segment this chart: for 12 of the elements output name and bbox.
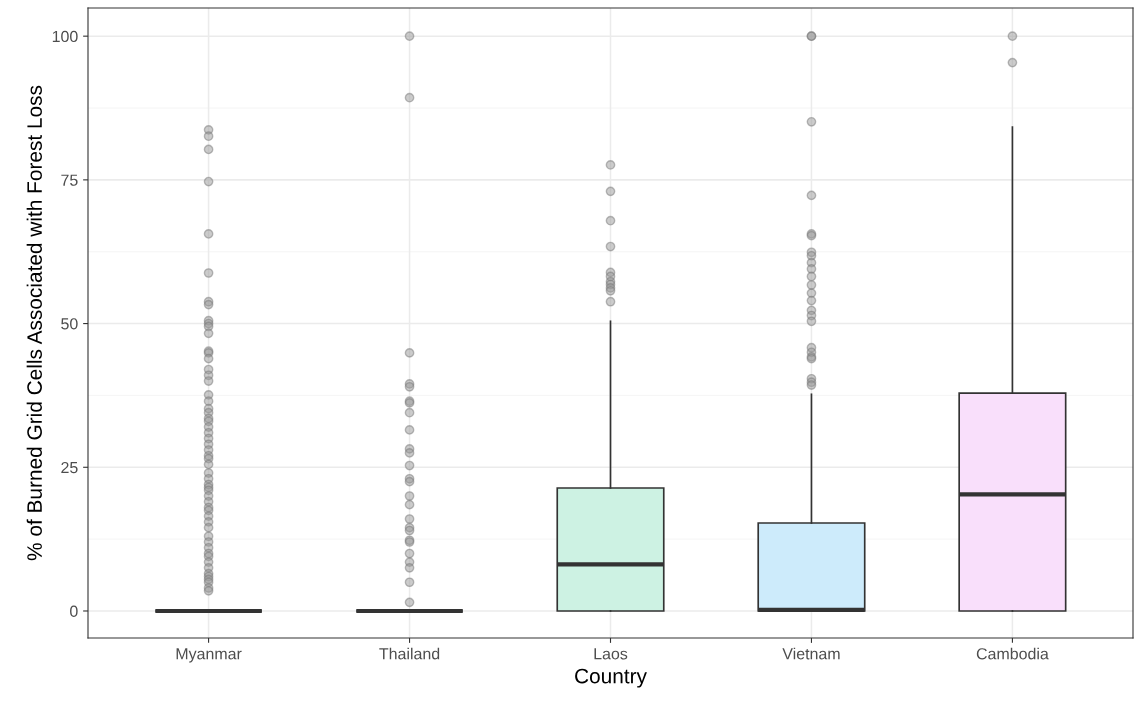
y-tick-label: 50 — [61, 318, 78, 330]
x-tick-label: Myanmar — [176, 648, 242, 663]
y-tick-label: 100 — [52, 30, 78, 43]
y-tick-label: 25 — [61, 461, 78, 474]
x-tick-label: Thailand — [379, 647, 440, 660]
y-tick-label: 75 — [61, 174, 78, 186]
y-axis-title: % of Burned Grid Cells Associated with Forest Loss — [26, 85, 42, 561]
x-tick-label: Cambodia — [976, 647, 1049, 660]
y-tick-label: 0 — [70, 605, 78, 617]
x-tick-label: Vietnam — [782, 647, 840, 660]
x-axis-title: Country — [575, 668, 647, 688]
x-tick-label: Laos — [594, 648, 628, 660]
